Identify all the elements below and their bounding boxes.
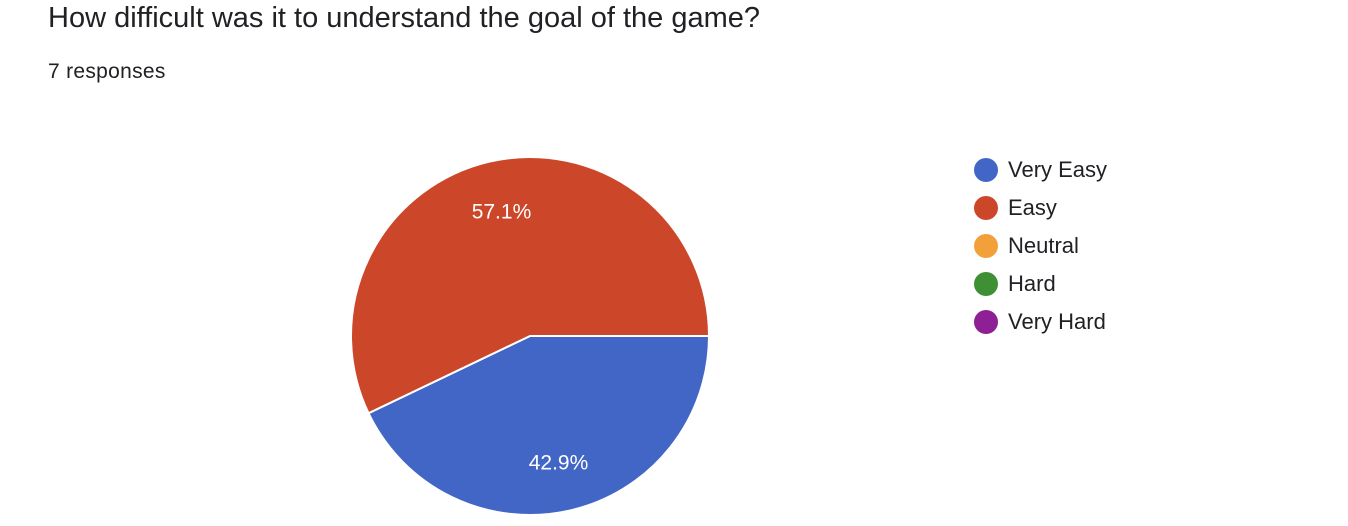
slice-label-very-easy: 42.9% xyxy=(529,452,589,475)
legend-label: Hard xyxy=(1008,271,1056,296)
slice-label-easy: 57.1% xyxy=(472,200,532,223)
response-count: 7 responses xyxy=(48,60,166,83)
legend-item-very-easy[interactable]: Very Easy xyxy=(974,151,1107,189)
legend-label: Easy xyxy=(1008,195,1057,220)
legend-item-easy[interactable]: Easy xyxy=(974,189,1107,227)
legend-swatch-icon xyxy=(974,158,998,182)
legend-label: Neutral xyxy=(1008,233,1079,258)
pie-slice-easy[interactable] xyxy=(350,156,710,415)
legend-swatch-icon xyxy=(974,310,998,334)
legend-item-very-hard[interactable]: Very Hard xyxy=(974,303,1107,341)
legend-label: Very Hard xyxy=(1008,309,1106,334)
legend-swatch-icon xyxy=(974,272,998,296)
question-title: How difficult was it to understand the g… xyxy=(48,2,761,34)
legend-item-hard[interactable]: Hard xyxy=(974,265,1107,303)
pie-chart: 42.9% 57.1% xyxy=(350,156,710,516)
legend-swatch-icon xyxy=(974,196,998,220)
chart-legend: Very Easy Easy Neutral Hard Very Hard xyxy=(974,151,1107,341)
pie-slice-very-easy[interactable] xyxy=(367,335,710,516)
legend-item-neutral[interactable]: Neutral xyxy=(974,227,1107,265)
legend-label: Very Easy xyxy=(1008,157,1108,182)
legend-swatch-icon xyxy=(974,234,998,258)
